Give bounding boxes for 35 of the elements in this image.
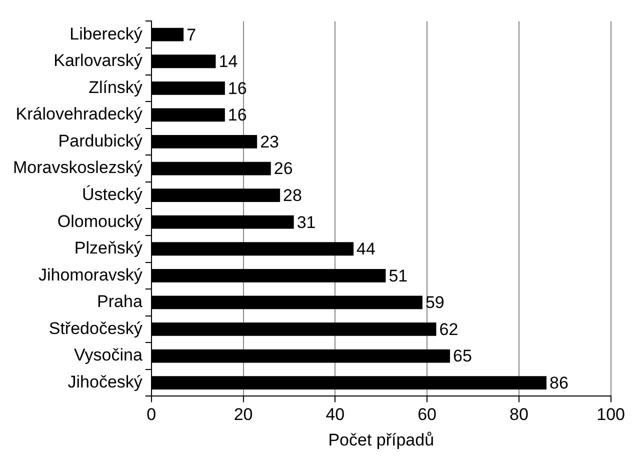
x-tick-label: 100	[596, 405, 626, 424]
data-label: 26	[274, 159, 293, 178]
data-label: 28	[283, 186, 302, 205]
y-tick-label: Praha	[97, 292, 143, 312]
data-label: 14	[218, 52, 238, 72]
data-label: 44	[356, 240, 376, 259]
data-label: 16	[228, 78, 247, 98]
x-tick-label: 0	[146, 405, 156, 424]
y-tick-label: Olomoucký	[57, 212, 143, 231]
y-tick-label: Pardubický	[58, 131, 143, 150]
y-tick-label: Jihočeský	[68, 372, 143, 392]
y-tick-label: Moravskoslezský	[12, 158, 143, 178]
x-tick-label: 80	[509, 405, 528, 424]
data-label: 16	[228, 106, 247, 125]
x-tick-label: 20	[234, 405, 253, 424]
y-tick-label: Plzeňský	[74, 238, 143, 258]
x-tick-label: 60	[418, 405, 437, 424]
y-tick-label: Středočeský	[48, 318, 143, 338]
y-tick-label: Královehradecký	[16, 104, 143, 124]
data-label: 31	[296, 212, 316, 232]
x-tick-label: 40	[326, 405, 345, 424]
data-label: 86	[550, 373, 568, 392]
y-tick-label: Karlovarský	[54, 51, 143, 70]
data-label: 7	[186, 25, 196, 44]
data-label: 51	[388, 266, 408, 286]
data-label: 62	[439, 320, 458, 339]
data-label: 65	[453, 346, 472, 366]
x-axis-title: Počet případů	[328, 430, 434, 450]
y-tick-label: Ústecký	[82, 184, 143, 204]
y-tick-label: Liberecký	[70, 24, 143, 44]
data-label: 59	[425, 293, 444, 312]
y-tick-label: Jihomoravský	[38, 265, 143, 284]
y-tick-label: Vysočina	[74, 346, 143, 365]
data-label: 23	[260, 132, 279, 152]
y-tick-label: Zlínský	[88, 78, 143, 97]
